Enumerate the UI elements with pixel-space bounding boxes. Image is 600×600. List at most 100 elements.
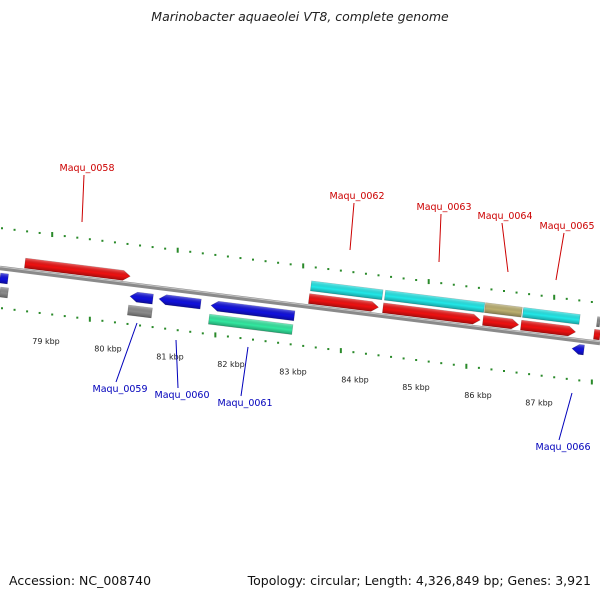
forward-scale-minor-tick — [528, 293, 531, 296]
reverse-scale-minor-tick — [553, 376, 556, 379]
forward-scale-minor-tick — [377, 274, 380, 277]
reverse-scale-minor-tick — [164, 327, 167, 330]
reverse-scale-minor-tick — [289, 343, 292, 346]
forward-scale-minor-tick — [390, 275, 393, 278]
gene-label-maqu_0060: Maqu_0060 — [155, 390, 210, 401]
cds-block-edge — [596, 316, 600, 328]
reverse-scale-major-tick — [214, 332, 217, 338]
forward-scale-minor-tick — [490, 288, 493, 291]
reverse-scale-minor-tick — [540, 374, 543, 377]
cds-block-maqu-0065 — [522, 307, 581, 325]
scale-label-80-kbp: 80 kbp — [94, 345, 122, 354]
reverse-scale-minor-tick — [452, 363, 455, 366]
forward-scale-minor-tick — [63, 235, 66, 238]
forward-scale-minor-tick — [101, 239, 104, 242]
reverse-scale-major-tick — [590, 379, 593, 385]
scale-label-87-kbp: 87 kbp — [525, 398, 553, 407]
forward-scale-minor-tick — [1, 227, 3, 230]
reverse-scale-minor-tick — [176, 329, 179, 332]
reverse-scale-minor-tick — [427, 360, 430, 363]
gene-arrow-maqu-0064 — [482, 315, 520, 330]
cds-block-edge-left — [0, 286, 9, 299]
reverse-scale-major-tick — [339, 348, 342, 354]
scale-label-85-kbp: 85 kbp — [402, 383, 430, 392]
cds-block-maqu-0064 — [484, 302, 523, 318]
gene-label-maqu_0065: Maqu_0065 — [540, 221, 595, 232]
forward-scale-minor-tick — [289, 263, 292, 266]
reverse-scale-minor-tick — [377, 354, 380, 357]
forward-scale-minor-tick — [264, 260, 267, 263]
forward-scale-minor-tick — [13, 228, 16, 231]
forward-scale-minor-tick — [503, 290, 505, 292]
forward-scale-minor-tick — [201, 252, 204, 255]
gene-arrow-edge-left — [0, 272, 9, 285]
reverse-scale-minor-tick — [226, 335, 229, 338]
reverse-scale-minor-tick — [503, 370, 505, 372]
genome-backbone-highlight — [0, 266, 600, 343]
scale-label-86-kbp: 86 kbp — [464, 391, 492, 400]
reverse-scale-minor-tick — [264, 340, 267, 343]
forward-scale-minor-tick — [327, 268, 330, 271]
forward-scale-minor-tick — [578, 299, 581, 302]
gene-label-maqu_0063: Maqu_0063 — [417, 202, 472, 213]
reverse-scale-minor-tick — [565, 377, 568, 380]
gene-label-maqu_0064: Maqu_0064 — [478, 211, 533, 222]
accession-text: Accession: NC_008740 — [9, 573, 152, 588]
reverse-scale-minor-tick — [390, 355, 393, 358]
leader-line-maqu_0059 — [115, 322, 138, 383]
reverse-scale-major-tick — [465, 363, 468, 369]
reverse-scale-minor-tick — [277, 341, 280, 344]
forward-scale-minor-tick — [277, 261, 280, 264]
gene-label-maqu_0061: Maqu_0061 — [218, 398, 273, 409]
leader-line-maqu_0064 — [501, 222, 509, 273]
reverse-scale-minor-tick — [201, 332, 204, 335]
reverse-scale-minor-tick — [38, 311, 41, 314]
reverse-scale-minor-tick — [490, 368, 493, 371]
reverse-scale-minor-tick — [477, 366, 480, 369]
reverse-scale-minor-tick — [26, 310, 29, 313]
forward-scale-minor-tick — [465, 285, 468, 288]
cds-block-maqu-0062 — [310, 280, 384, 301]
gene-label-maqu_0059: Maqu_0059 — [93, 384, 148, 395]
gene-arrow-edge — [593, 328, 600, 341]
reverse-scale-minor-tick — [415, 359, 418, 362]
reverse-scale-major-tick — [88, 316, 91, 322]
forward-scale-minor-tick — [26, 230, 29, 233]
forward-scale-minor-tick — [113, 241, 116, 244]
gene-arrow-maqu-0063 — [382, 302, 481, 325]
gene-label-maqu_0062: Maqu_0062 — [330, 191, 385, 202]
forward-scale-minor-tick — [364, 272, 367, 275]
gene-arrow-maqu-0061 — [210, 300, 296, 322]
reverse-scale-minor-tick — [151, 326, 154, 329]
reverse-scale-minor-tick — [126, 322, 129, 325]
gene-arrow-maqu-0060 — [158, 294, 202, 310]
reverse-scale-minor-tick — [402, 357, 405, 360]
gene-label-maqu_0058: Maqu_0058 — [60, 163, 115, 174]
reverse-scale-minor-tick — [578, 379, 581, 382]
scale-label-81-kbp: 81 kbp — [156, 352, 184, 361]
scale-label-82-kbp: 82 kbp — [217, 360, 245, 369]
forward-scale-minor-tick — [452, 283, 455, 286]
reverse-scale-minor-tick — [189, 330, 192, 333]
forward-scale-minor-tick — [352, 271, 355, 274]
reverse-scale-minor-tick — [113, 321, 116, 324]
forward-scale-minor-tick — [139, 244, 142, 247]
reverse-scale-minor-tick — [327, 348, 330, 351]
forward-scale-major-tick — [553, 294, 556, 300]
reverse-scale-minor-tick — [302, 344, 305, 347]
forward-scale-minor-tick — [590, 300, 593, 303]
leader-line-maqu_0062 — [349, 202, 355, 251]
leader-line-maqu_0061 — [240, 346, 249, 397]
forward-scale-major-tick — [427, 279, 430, 285]
reverse-scale-minor-tick — [515, 371, 518, 374]
leader-line-maqu_0060 — [175, 339, 179, 389]
forward-scale-minor-tick — [477, 286, 480, 289]
reverse-scale-minor-tick — [440, 362, 443, 365]
forward-scale-minor-tick — [38, 231, 41, 234]
cds-block-maqu-0063 — [384, 289, 486, 313]
genome-backbone — [0, 265, 600, 346]
gene-label-maqu_0066: Maqu_0066 — [536, 442, 591, 453]
leader-line-maqu_0066 — [558, 392, 573, 441]
forward-scale-minor-tick — [565, 297, 568, 300]
